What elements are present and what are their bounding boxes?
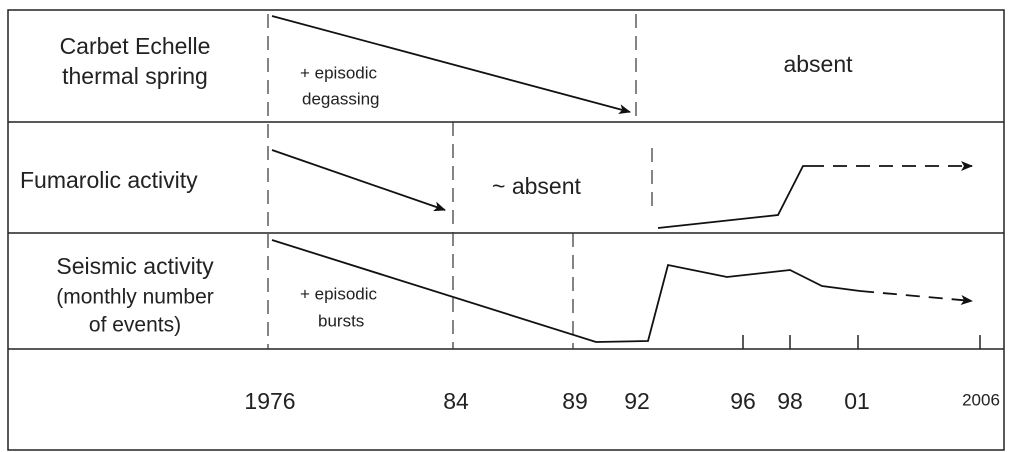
row-label: thermal spring [62, 63, 208, 89]
year-label: 98 [777, 388, 803, 414]
period-dividers [267, 14, 653, 349]
trends [271, 15, 973, 343]
annotation: absent [783, 51, 853, 77]
fumarolic-trend [657, 165, 810, 229]
row-label: Fumarolic activity [20, 167, 198, 193]
annotation: bursts [318, 311, 364, 330]
annotation: + episodic [300, 63, 378, 82]
annotations: + episodic degassing absent ~ absent + e… [300, 51, 853, 330]
year-labels: 1976 84 89 92 96 98 01 2006 [244, 388, 1000, 414]
spring-trend [271, 15, 631, 114]
annotation: + episodic [300, 284, 378, 303]
fumarolic-trend [271, 149, 446, 212]
row-label: Seismic activity [56, 253, 214, 279]
row-label: Carbet Echelle [60, 33, 211, 59]
row-label: of events) [89, 314, 181, 337]
year-label: 1976 [244, 388, 295, 414]
year-label: 84 [443, 388, 469, 414]
year-label: 89 [562, 388, 588, 414]
year-label: 01 [844, 388, 870, 414]
ticks [742, 335, 981, 349]
seismic-trend [271, 239, 861, 343]
year-label: 96 [730, 388, 756, 414]
year-label: 92 [624, 388, 650, 414]
annotation: ~ absent [492, 173, 581, 199]
row-labels: Carbet Echelle thermal spring Fumarolic … [20, 33, 214, 336]
year-label: 2006 [962, 390, 1000, 409]
annotation: degassing [302, 89, 380, 108]
seismic-projection [859, 290, 973, 306]
frame [7, 9, 1005, 451]
border [7, 9, 1005, 451]
row-label: (monthly number [56, 286, 214, 309]
